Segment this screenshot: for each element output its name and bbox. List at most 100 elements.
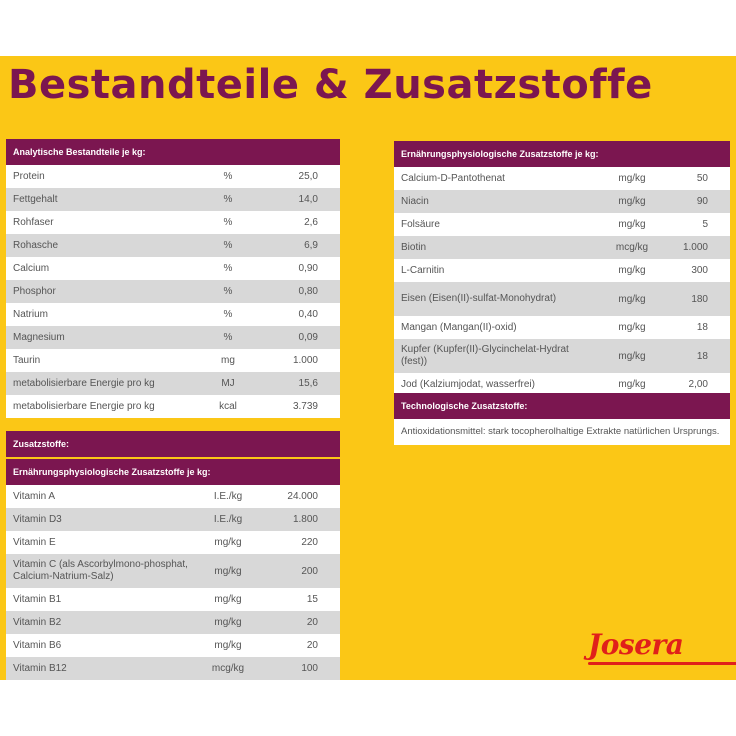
row-unit: % <box>223 194 233 205</box>
row-value: 0,09 <box>298 332 318 343</box>
additives-table: Zusatzstoffe: Ernährungsphysiologische Z… <box>6 431 340 680</box>
row-unit: mg <box>221 355 235 366</box>
row-value: 1.000 <box>292 355 318 366</box>
josera-logo: Josera <box>588 628 736 665</box>
row-name: Vitamin B12 <box>13 662 67 674</box>
row-name: Vitamin A <box>13 490 56 502</box>
row-name: Calcium <box>13 262 50 274</box>
row-unit: mg/kg <box>618 379 646 390</box>
table-row: Vitamin E mg/kg 220 <box>6 531 340 554</box>
row-unit: % <box>223 309 233 320</box>
logo-text: Josera <box>588 628 684 661</box>
nutritional-table: Ernährungsphysiologische Zusatzstoffe je… <box>394 141 730 396</box>
row-unit: % <box>223 263 233 274</box>
row-value: 2,00 <box>688 379 708 390</box>
table-row: Fettgehalt% 14,0 <box>6 188 340 211</box>
row-value: 15,6 <box>298 378 318 389</box>
row-name: Magnesium <box>13 331 65 343</box>
row-name: Folsäure <box>401 218 440 230</box>
row-name: Mangan (Mangan(II)-oxid) <box>401 321 517 333</box>
table-row: Vitamin C (als Ascorbylmono-phosphat, Ca… <box>6 554 340 588</box>
row-name: Protein <box>13 170 45 182</box>
table-row: Vitamin B2 mg/kg 20 <box>6 611 340 634</box>
row-value: 20 <box>306 640 318 651</box>
row-unit: mg/kg <box>214 594 242 605</box>
row-name: Vitamin B6 <box>13 639 62 651</box>
row-name: Vitamin C (als Ascorbylmono-phosphat, Ca… <box>13 559 188 582</box>
page-title: Bestandteile & Zusatzstoffe <box>8 62 653 108</box>
row-value: 25,0 <box>298 171 318 182</box>
table-row: Magnesium% 0,09 <box>6 326 340 349</box>
analytical-table: Analytische Bestandteile je kg: Protein%… <box>6 139 340 418</box>
row-unit: I.E./kg <box>213 491 243 502</box>
table-row: Kupfer (Kupfer(II)-Glycinchelat-Hydrat (… <box>394 339 730 373</box>
table-row: Vitamin D3 I.E./kg 1.800 <box>6 508 340 531</box>
row-unit: mcg/kg <box>211 663 245 674</box>
table-row: Eisen (Eisen(II)-sulfat-Monohydrat) mg/kg… <box>394 282 730 316</box>
row-value: 14,0 <box>298 194 318 205</box>
technological-text: Antioxidationsmittel: stark tocopherolha… <box>394 419 730 445</box>
additives-header: Zusatzstoffe: <box>6 431 340 457</box>
row-value: 2,6 <box>304 217 318 228</box>
row-value: 220 <box>301 537 318 548</box>
row-name: Jod (Kalziumjodat, wasserfrei) <box>401 378 535 390</box>
row-value: 0,40 <box>298 309 318 320</box>
row-name: Taurin <box>13 354 41 366</box>
row-name: Biotin <box>401 241 427 253</box>
row-unit: I.E./kg <box>213 514 243 525</box>
row-name: Kupfer (Kupfer(II)-Glycinchelat-Hydrat (… <box>401 344 569 367</box>
row-unit: mg/kg <box>618 196 646 207</box>
row-name: L-Carnitin <box>401 264 445 276</box>
row-name: Vitamin E <box>13 536 56 548</box>
additives-rows: Vitamin A I.E./kg 24.000 Vitamin D3 I.E./kg 1… <box>6 485 340 680</box>
table-row: Rohfaser% 2,6 <box>6 211 340 234</box>
row-value: 18 <box>696 350 708 362</box>
row-unit: mg/kg <box>214 617 242 628</box>
row-name: Vitamin D3 <box>13 513 62 525</box>
nutritional-rows: Calcium-D-Pantothenat mg/kg 50 Niacin mg/kg 9… <box>394 167 730 396</box>
table-row: L-Carnitin mg/kg 300 <box>394 259 730 282</box>
row-unit: MJ <box>221 378 235 389</box>
table-row: Jod (Kalziumjodat, wasserfrei) mg/kg 2,00 <box>394 373 730 396</box>
table-row: Vitamin B12 mcg/kg 100 <box>6 657 340 680</box>
row-unit: % <box>223 332 233 343</box>
row-value: 24.000 <box>287 491 318 502</box>
row-unit: mg/kg <box>618 265 646 276</box>
row-name: Eisen (Eisen(II)-sulfat-Monohydrat) <box>401 293 557 304</box>
row-name: Rohfaser <box>13 216 54 228</box>
row-name: Rohasche <box>13 239 59 251</box>
row-name: Vitamin B2 <box>13 616 62 628</box>
row-value: 100 <box>301 663 318 674</box>
analytical-header: Analytische Bestandteile je kg: <box>6 139 340 165</box>
table-row: Protein% 25,0 <box>6 165 340 188</box>
table-row: Folsäure mg/kg 5 <box>394 213 730 236</box>
row-value: 180 <box>691 293 708 305</box>
row-value: 300 <box>691 265 708 276</box>
row-unit: mg/kg <box>618 350 646 362</box>
row-name: metabolisierbare Energie pro kg <box>13 400 155 412</box>
row-value: 1.000 <box>682 242 708 253</box>
row-value: 50 <box>696 173 708 184</box>
row-value: 6,9 <box>304 240 318 251</box>
row-value: 90 <box>696 196 708 207</box>
technological-table: Technologische Zusatzstoffe: Antioxidati… <box>394 393 730 445</box>
technological-header: Technologische Zusatzstoffe: <box>394 393 730 419</box>
analytical-rows: Protein% 25,0 Fettgehalt% 14,0 Rohfaser% 2,6 R… <box>6 165 340 418</box>
row-value: 0,80 <box>298 286 318 297</box>
table-row: Mangan (Mangan(II)-oxid) mg/kg 18 <box>394 316 730 339</box>
row-unit: % <box>223 240 233 251</box>
table-row: metabolisierbare Energie pro kg MJ 15,6 <box>6 372 340 395</box>
row-unit: mg/kg <box>618 293 646 305</box>
row-value: 200 <box>301 565 318 577</box>
row-unit: mg/kg <box>618 219 646 230</box>
table-row: Biotin mcg/kg 1.000 <box>394 236 730 259</box>
row-unit: % <box>223 217 233 228</box>
table-row: Vitamin A I.E./kg 24.000 <box>6 485 340 508</box>
row-name: metabolisierbare Energie pro kg <box>13 377 155 389</box>
table-row: Rohasche% 6,9 <box>6 234 340 257</box>
row-unit: % <box>223 171 233 182</box>
table-row: metabolisierbare Energie pro kg kcal 3.739 <box>6 395 340 418</box>
table-row: Vitamin B6 mg/kg 20 <box>6 634 340 657</box>
row-value: 0,90 <box>298 263 318 274</box>
additives-subheader: Ernährungsphysiologische Zusatzstoffe je… <box>6 459 340 485</box>
